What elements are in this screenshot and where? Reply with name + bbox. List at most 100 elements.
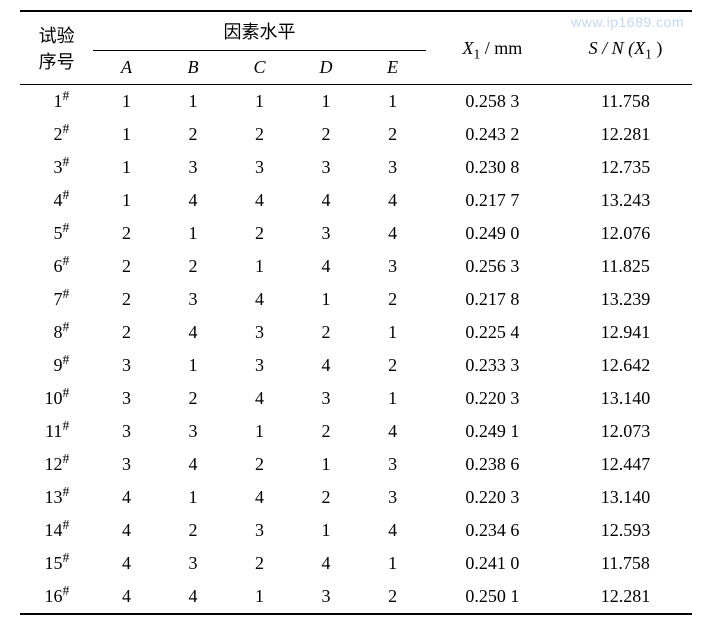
table-row: 8#243210.225 412.941 <box>20 316 692 349</box>
cell-factor-A: 3 <box>93 349 160 382</box>
cell-sn: 13.140 <box>559 382 692 415</box>
cell-x1: 0.220 3 <box>426 481 559 514</box>
cell-sn: 12.281 <box>559 118 692 151</box>
cell-trial-no: 11# <box>20 415 93 448</box>
cell-factor-E: 3 <box>359 448 426 481</box>
cell-factor-D: 1 <box>293 283 360 316</box>
cell-sn: 11.758 <box>559 547 692 580</box>
cell-factor-D: 3 <box>293 217 360 250</box>
cell-factor-E: 1 <box>359 382 426 415</box>
cell-trial-no: 5# <box>20 217 93 250</box>
cell-factor-A: 2 <box>93 250 160 283</box>
cell-factor-B: 2 <box>160 382 227 415</box>
cell-x1: 0.241 0 <box>426 547 559 580</box>
cell-factor-D: 1 <box>293 85 360 119</box>
cell-factor-A: 4 <box>93 547 160 580</box>
cell-factor-D: 4 <box>293 547 360 580</box>
cell-factor-B: 3 <box>160 415 227 448</box>
table-row: 1#111110.258 311.758 <box>20 85 692 119</box>
cell-factor-E: 4 <box>359 415 426 448</box>
cell-factor-A: 3 <box>93 448 160 481</box>
cell-factor-C: 2 <box>226 547 293 580</box>
table-row: 9#313420.233 312.642 <box>20 349 692 382</box>
cell-factor-B: 2 <box>160 250 227 283</box>
cell-sn: 13.243 <box>559 184 692 217</box>
cell-trial-no: 16# <box>20 580 93 614</box>
cell-x1: 0.220 3 <box>426 382 559 415</box>
cell-factor-B: 4 <box>160 316 227 349</box>
cell-factor-E: 2 <box>359 349 426 382</box>
cell-trial-no: 7# <box>20 283 93 316</box>
cell-factor-C: 3 <box>226 151 293 184</box>
cell-sn: 12.076 <box>559 217 692 250</box>
cell-factor-E: 3 <box>359 481 426 514</box>
cell-sn: 13.239 <box>559 283 692 316</box>
cell-factor-D: 2 <box>293 481 360 514</box>
cell-factor-E: 3 <box>359 250 426 283</box>
cell-trial-no: 15# <box>20 547 93 580</box>
cell-x1: 0.238 6 <box>426 448 559 481</box>
cell-factor-D: 3 <box>293 382 360 415</box>
table-row: 10#324310.220 313.140 <box>20 382 692 415</box>
cell-factor-E: 2 <box>359 580 426 614</box>
cell-factor-E: 1 <box>359 547 426 580</box>
cell-factor-A: 2 <box>93 283 160 316</box>
cell-factor-D: 3 <box>293 580 360 614</box>
header-factor-B: B <box>160 51 227 85</box>
cell-trial-no: 9# <box>20 349 93 382</box>
table-row: 15#432410.241 011.758 <box>20 547 692 580</box>
header-factor-D: D <box>293 51 360 85</box>
cell-factor-B: 3 <box>160 283 227 316</box>
cell-x1: 0.250 1 <box>426 580 559 614</box>
cell-factor-B: 2 <box>160 118 227 151</box>
cell-sn: 11.825 <box>559 250 692 283</box>
cell-factor-B: 3 <box>160 547 227 580</box>
cell-factor-C: 3 <box>226 514 293 547</box>
cell-factor-B: 2 <box>160 514 227 547</box>
cell-trial-no: 13# <box>20 481 93 514</box>
table-row: 5#212340.249 012.076 <box>20 217 692 250</box>
cell-x1: 0.234 6 <box>426 514 559 547</box>
table-row: 16#441320.250 112.281 <box>20 580 692 614</box>
cell-x1: 0.243 2 <box>426 118 559 151</box>
cell-factor-C: 4 <box>226 382 293 415</box>
table-header: 试验序号 因素水平 X1 / mm S / N (X1 ) A B C D E <box>20 11 692 85</box>
cell-trial-no: 4# <box>20 184 93 217</box>
cell-x1: 0.225 4 <box>426 316 559 349</box>
cell-factor-E: 1 <box>359 85 426 119</box>
table-row: 13#414230.220 313.140 <box>20 481 692 514</box>
cell-x1: 0.217 8 <box>426 283 559 316</box>
cell-factor-B: 4 <box>160 580 227 614</box>
cell-sn: 12.735 <box>559 151 692 184</box>
header-factor-E: E <box>359 51 426 85</box>
cell-factor-A: 3 <box>93 415 160 448</box>
header-factor-C: C <box>226 51 293 85</box>
cell-sn: 12.941 <box>559 316 692 349</box>
cell-factor-A: 1 <box>93 118 160 151</box>
cell-trial-no: 14# <box>20 514 93 547</box>
cell-factor-B: 4 <box>160 448 227 481</box>
cell-factor-C: 3 <box>226 316 293 349</box>
cell-factor-C: 4 <box>226 184 293 217</box>
cell-factor-B: 1 <box>160 85 227 119</box>
table-row: 11#331240.249 112.073 <box>20 415 692 448</box>
cell-x1: 0.256 3 <box>426 250 559 283</box>
cell-factor-E: 1 <box>359 316 426 349</box>
cell-factor-D: 2 <box>293 415 360 448</box>
cell-factor-C: 2 <box>226 217 293 250</box>
cell-x1: 0.230 8 <box>426 151 559 184</box>
cell-trial-no: 1# <box>20 85 93 119</box>
cell-factor-B: 1 <box>160 481 227 514</box>
cell-factor-A: 2 <box>93 316 160 349</box>
cell-factor-A: 1 <box>93 184 160 217</box>
cell-factor-E: 2 <box>359 118 426 151</box>
cell-factor-D: 4 <box>293 349 360 382</box>
cell-trial-no: 8# <box>20 316 93 349</box>
cell-factor-A: 4 <box>93 580 160 614</box>
cell-factor-E: 4 <box>359 514 426 547</box>
cell-factor-D: 1 <box>293 448 360 481</box>
header-x1: X1 / mm <box>426 11 559 85</box>
header-factor-A: A <box>93 51 160 85</box>
cell-factor-D: 2 <box>293 316 360 349</box>
cell-x1: 0.233 3 <box>426 349 559 382</box>
